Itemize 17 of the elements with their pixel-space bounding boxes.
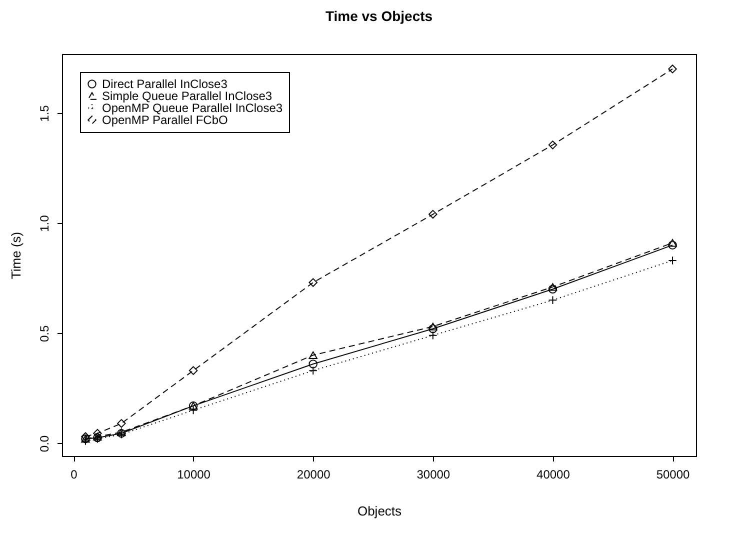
x-tick-label: 0	[70, 468, 78, 482]
y-tick-label: 0.0	[38, 435, 52, 452]
chart-title: Time vs Objects	[325, 8, 433, 24]
x-tick-label: 10000	[177, 468, 211, 482]
legend-label: Simple Queue Parallel InClose3	[102, 89, 272, 103]
y-tick-label: 1.0	[38, 214, 52, 232]
y-tick-label: 1.5	[38, 104, 52, 122]
legend-label: OpenMP Queue Parallel InClose3	[102, 101, 283, 115]
y-axis-title: Time (s)	[8, 232, 24, 280]
x-tick-label: 40000	[536, 468, 570, 482]
x-tick-label: 30000	[416, 468, 450, 482]
legend-label: Direct Parallel InClose3	[102, 77, 228, 91]
x-tick-label: 20000	[296, 468, 331, 482]
legend-label: OpenMP Parallel FCbO	[102, 113, 228, 127]
x-axis-title: Objects	[357, 504, 402, 518]
y-tick-label: 0.5	[38, 324, 52, 342]
x-tick-label: 50000	[656, 468, 690, 482]
